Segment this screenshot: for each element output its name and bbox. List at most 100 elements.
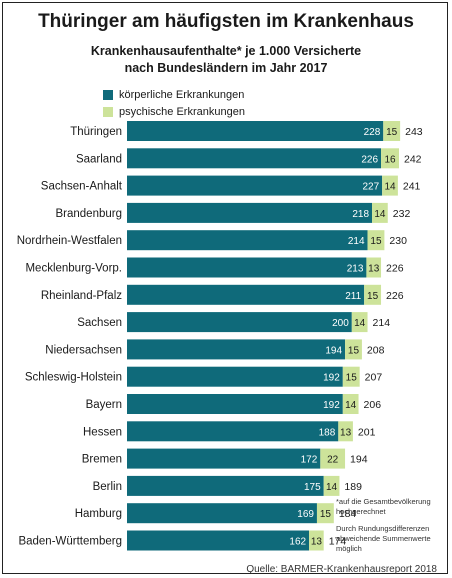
data-label-psychisch: 15 [367, 291, 379, 302]
bar-psychisch [366, 257, 382, 278]
data-label-koerperlich: 192 [323, 373, 340, 384]
bar-koerperlich [127, 148, 382, 169]
bar-koerperlich [127, 366, 343, 387]
data-label-total: 243 [405, 126, 423, 138]
category-label: Berlin [93, 481, 122, 493]
data-label-total: 201 [358, 426, 376, 438]
data-label-total: 207 [365, 372, 383, 384]
data-label-psychisch: 13 [368, 264, 380, 275]
footnote-hochgerechnet: *auf die Gesamtbevöl­kerung hochgerechne… [336, 497, 431, 516]
data-label-total: 184 [339, 508, 357, 520]
bar-psychisch [323, 475, 340, 496]
data-label-koerperlich: 172 [301, 455, 318, 466]
legend-label-koerperlich: körperliche Erkrankungen [119, 88, 245, 101]
bar-psychisch [338, 421, 353, 442]
data-label-psychisch: 14 [326, 482, 338, 493]
footnote-rundung: Durch Rundungsdiffe­renzen abweichende S… [336, 524, 431, 553]
data-label-psychisch: 13 [340, 427, 352, 438]
bar-koerperlich [127, 230, 368, 251]
data-label-total: 226 [386, 263, 404, 275]
data-label-koerperlich: 175 [304, 482, 321, 493]
bar-psychisch [381, 148, 400, 169]
data-label-koerperlich: 162 [289, 537, 306, 548]
data-label-total: 194 [350, 454, 368, 466]
bar-psychisch [351, 312, 368, 333]
data-label-koerperlich: 227 [362, 182, 379, 193]
bar-psychisch [364, 284, 382, 305]
category-label: Sachsen-Anhalt [41, 181, 123, 193]
data-label-psychisch: 22 [327, 455, 339, 466]
category-label: Mecklenburg-Vorp. [25, 263, 122, 275]
data-label-total: 230 [389, 235, 407, 247]
bar-koerperlich [127, 530, 310, 551]
bar-koerperlich [127, 394, 343, 414]
bar-psychisch [383, 121, 401, 141]
bar-koerperlich [127, 312, 352, 333]
bar-koerperlich [127, 503, 317, 524]
data-label-total: 208 [367, 344, 385, 356]
data-label-psychisch: 15 [370, 236, 382, 247]
data-label-total: 174 [329, 536, 347, 548]
bar-koerperlich [127, 448, 321, 469]
bar-koerperlich [127, 475, 324, 496]
data-label-koerperlich: 226 [361, 154, 378, 165]
category-label: Baden-Württemberg [18, 536, 122, 548]
bar-koerperlich [127, 257, 367, 278]
chart-title: Thüringer am häufigsten im Krankenhaus [38, 11, 414, 32]
bar-chart: Thüringen 228 15 243 Saarland 226 16 242 Sachsen… [17, 121, 423, 551]
data-label-total: 214 [373, 317, 391, 329]
legend-swatch-psychisch [103, 106, 113, 117]
legend-label-psychisch: psychische Erkrankungen [119, 105, 245, 118]
data-label-total: 242 [404, 153, 422, 165]
chart-subtitle: Krankenhausaufenthalte* je 1.000 Versich… [3, 43, 449, 77]
data-label-koerperlich: 188 [319, 427, 336, 438]
data-label-total: 232 [393, 208, 411, 220]
data-label-psychisch: 15 [348, 345, 360, 356]
bar-psychisch [342, 366, 360, 387]
bar-psychisch [367, 230, 385, 251]
bar-psychisch [345, 339, 362, 360]
data-label-psychisch: 14 [374, 209, 386, 220]
category-label: Thüringen [70, 126, 122, 138]
bar-koerperlich [127, 284, 365, 305]
source-note: Quelle: BARMER-Krankenhausreport 2018 [246, 564, 437, 575]
category-label: Hessen [83, 426, 122, 438]
data-label-total: 206 [364, 399, 382, 411]
data-label-psychisch: 13 [311, 537, 323, 548]
data-label-koerperlich: 211 [345, 291, 361, 302]
category-label: Bremen [82, 454, 122, 466]
category-label: Brandenburg [56, 208, 123, 220]
bar-psychisch [372, 202, 388, 223]
category-label: Nordrhein-Westfalen [17, 235, 122, 247]
subtitle-line-2: nach Bundesländern im Jahr 2017 [124, 61, 328, 75]
data-label-total: 226 [386, 290, 404, 302]
data-label-psychisch: 14 [345, 400, 357, 411]
bar-psychisch [309, 530, 324, 551]
data-label-psychisch: 15 [320, 509, 332, 520]
legend-item-psychisch: psychische Erkrankungen [103, 103, 245, 120]
data-label-koerperlich: 194 [325, 345, 342, 356]
data-label-koerperlich: 214 [348, 236, 365, 247]
category-label: Niedersachsen [45, 344, 122, 356]
bar-psychisch [316, 503, 334, 524]
data-label-psychisch: 16 [384, 154, 396, 165]
data-label-psychisch: 14 [354, 318, 366, 329]
chart-legend: körperliche Erkrankungen psychische Erkr… [103, 86, 245, 120]
subtitle-line-1: Krankenhausaufenthalte* je 1.000 Versich… [90, 44, 362, 58]
bar-psychisch [320, 448, 346, 469]
data-label-total: 241 [403, 181, 421, 193]
bar-koerperlich [127, 421, 339, 442]
bar-koerperlich [127, 121, 384, 141]
bar-psychisch [342, 394, 359, 414]
legend-item-koerperlich: körperliche Erkrankungen [103, 86, 245, 103]
data-label-koerperlich: 169 [297, 509, 314, 520]
category-label: Sachsen [77, 317, 122, 329]
category-label: Schleswig-Holstein [25, 372, 122, 384]
data-label-total: 189 [344, 481, 362, 493]
category-label: Bayern [86, 399, 122, 411]
bar-koerperlich [127, 339, 346, 360]
legend-swatch-koerperlich [103, 89, 113, 100]
category-label: Saarland [76, 153, 122, 165]
category-label: Rheinland-Pfalz [41, 290, 122, 302]
